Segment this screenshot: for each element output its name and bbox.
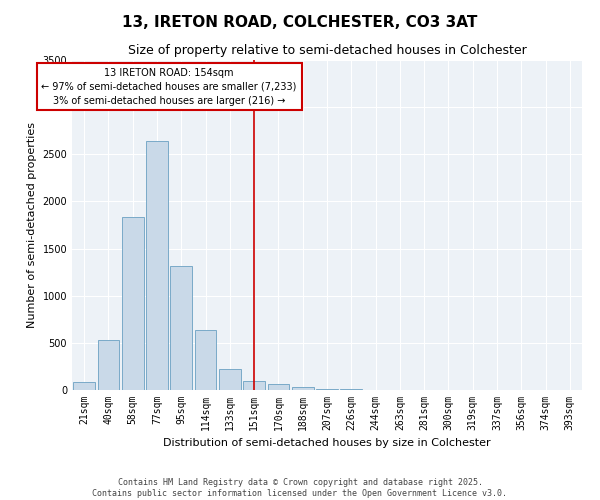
Bar	[146, 141, 168, 390]
Text: 13, IRETON ROAD, COLCHESTER, CO3 3AT: 13, IRETON ROAD, COLCHESTER, CO3 3AT	[122, 15, 478, 30]
Bar	[219, 370, 241, 390]
Text: Contains HM Land Registry data © Crown copyright and database right 2025.
Contai: Contains HM Land Registry data © Crown c…	[92, 478, 508, 498]
Bar	[243, 380, 265, 390]
Bar	[170, 266, 192, 390]
Bar	[122, 216, 143, 390]
Title: Size of property relative to semi-detached houses in Colchester: Size of property relative to semi-detach…	[128, 44, 526, 58]
Text: 13 IRETON ROAD: 154sqm
← 97% of semi-detached houses are smaller (7,233)
3% of s: 13 IRETON ROAD: 154sqm ← 97% of semi-det…	[41, 68, 297, 106]
Y-axis label: Number of semi-detached properties: Number of semi-detached properties	[27, 122, 37, 328]
X-axis label: Distribution of semi-detached houses by size in Colchester: Distribution of semi-detached houses by …	[163, 438, 491, 448]
Bar	[316, 388, 338, 390]
Bar	[194, 330, 217, 390]
Bar	[340, 389, 362, 390]
Bar	[73, 382, 95, 390]
Bar	[268, 384, 289, 390]
Bar	[97, 340, 119, 390]
Bar	[292, 387, 314, 390]
